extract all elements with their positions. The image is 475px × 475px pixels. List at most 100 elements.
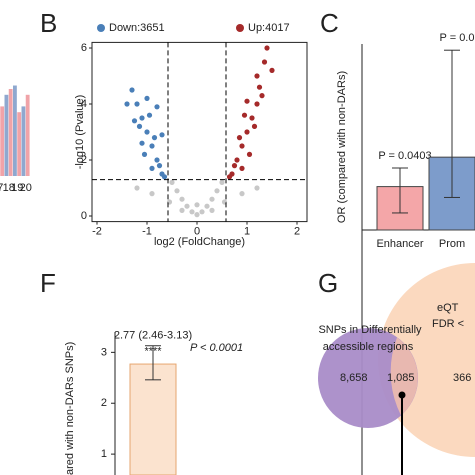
point [184, 203, 190, 209]
venn-count: 1,085 [387, 372, 415, 384]
venn-overlap [390, 337, 418, 416]
point [146, 112, 153, 118]
point [251, 123, 258, 129]
x-tick-label: 2 [294, 226, 300, 238]
set-label: SNPs in Differentially [318, 324, 422, 336]
point [139, 140, 145, 146]
point [264, 45, 270, 51]
point [149, 165, 155, 171]
point [151, 135, 158, 141]
bar [0, 106, 5, 176]
point [179, 196, 185, 202]
point [236, 135, 243, 141]
point [139, 115, 145, 121]
y-tick-label: 0 [81, 210, 87, 222]
point [136, 123, 143, 129]
point [209, 207, 215, 213]
point [124, 101, 130, 107]
bar [13, 85, 17, 176]
point [226, 174, 233, 180]
set-label: FDR < [432, 318, 464, 330]
point [259, 93, 265, 99]
point [169, 179, 175, 185]
point [174, 188, 180, 194]
x-tick-label: 18 [3, 182, 15, 194]
plot-frame [91, 41, 308, 223]
bar [25, 94, 30, 176]
point [156, 163, 163, 169]
x-tick-label: 0 [194, 226, 200, 238]
point [254, 73, 260, 79]
x-tick-label: -2 [92, 226, 102, 238]
y-tick-label: 4 [81, 98, 87, 110]
point [194, 202, 200, 208]
point [239, 143, 245, 149]
legend-marker [97, 24, 105, 32]
y-tick-label: 2 [81, 154, 87, 166]
point [134, 185, 140, 191]
legend-marker [236, 24, 244, 32]
point [154, 157, 160, 163]
point [254, 185, 260, 191]
point [159, 132, 165, 138]
annotation: P = 0.0403 [378, 150, 431, 162]
p-value: P < 0.0001 [190, 342, 243, 354]
point [209, 196, 215, 202]
bar [4, 94, 9, 176]
point [239, 191, 245, 197]
y-tick-label: 6 [81, 42, 87, 54]
bar [8, 89, 13, 176]
point [129, 87, 135, 93]
y-axis-label: ared with non-DARs SNPs) [64, 342, 76, 475]
bar [129, 363, 177, 475]
point [149, 143, 155, 149]
x-tick-label: Enhancer [376, 238, 423, 250]
legend-label: Up:4017 [248, 22, 290, 34]
bar [17, 112, 22, 176]
point [154, 104, 160, 110]
x-tick-label: 1 [244, 226, 250, 238]
annotation: P = 0.0 [440, 32, 475, 44]
point [269, 67, 275, 73]
set-label: eQT [437, 302, 459, 314]
annotation: 2.77 (2.46-3.13) [114, 330, 192, 342]
y-axis-label: -log10 (Pvalue) [74, 95, 86, 170]
point [134, 101, 140, 107]
point [239, 165, 245, 171]
point [161, 174, 168, 180]
point [144, 95, 150, 101]
point [244, 129, 250, 135]
x-axis-label: log2 (FoldChange) [154, 236, 245, 248]
venn-count: 8,658 [340, 372, 368, 384]
point [179, 207, 185, 213]
point [246, 151, 253, 157]
point [204, 203, 210, 209]
bar [21, 106, 26, 176]
y-tick-label: 1 [101, 448, 107, 460]
point [219, 179, 225, 185]
y-axis-label: OR (compared with non-DARs) [336, 71, 348, 223]
panel-label: B [40, 8, 57, 38]
venn-count: 366 [453, 372, 471, 384]
x-tick-label: 7 [0, 182, 3, 194]
panel-label: F [40, 268, 56, 298]
point [249, 115, 255, 121]
point [144, 129, 150, 135]
x-tick-label: -1 [142, 226, 152, 238]
x-tick-label: 20 [20, 182, 32, 194]
point [254, 101, 260, 107]
point [189, 209, 195, 215]
point [199, 209, 205, 215]
panel-label: G [318, 268, 338, 298]
point [141, 151, 148, 157]
point [241, 112, 248, 118]
point [234, 157, 240, 163]
x-tick-label: 19 [11, 182, 23, 194]
point [194, 212, 200, 218]
panel-label: C [320, 8, 339, 38]
point [214, 188, 220, 194]
legend-label: Down:3651 [109, 22, 165, 34]
point [131, 118, 138, 124]
set-label: accessible regions [323, 341, 414, 353]
point [261, 59, 268, 65]
